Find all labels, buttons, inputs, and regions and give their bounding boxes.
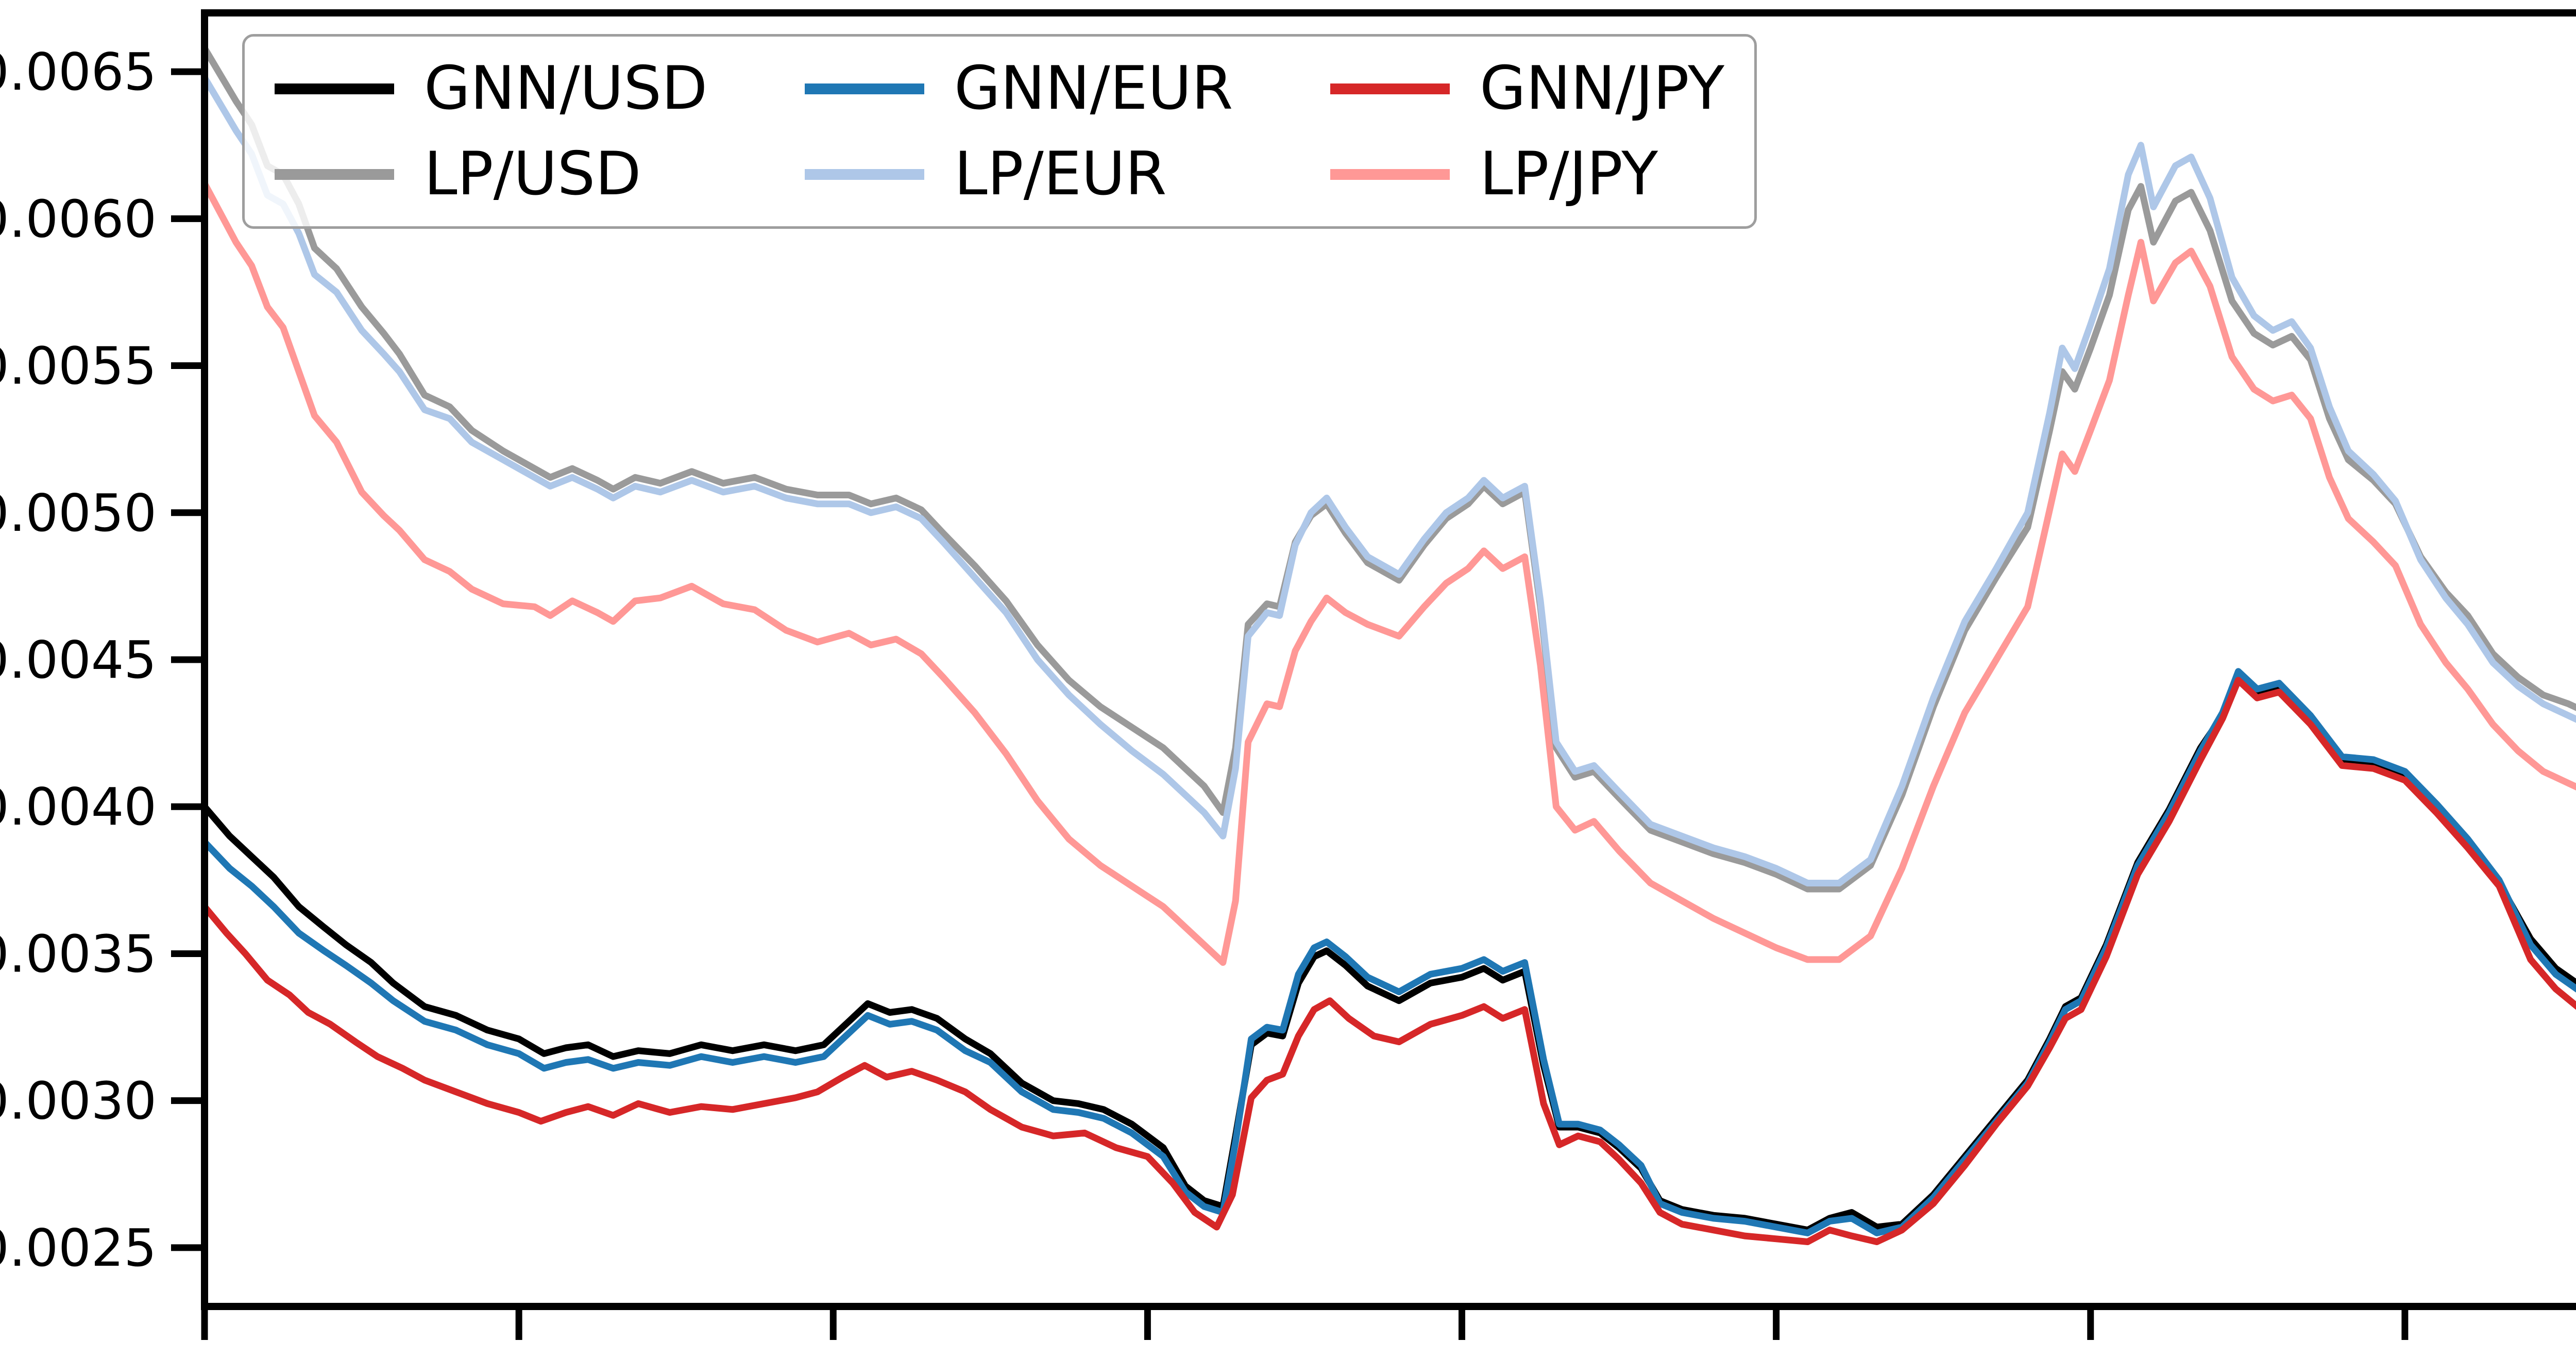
x-tick-label-2023: 2023	[1958, 1351, 2101, 1358]
legend-item-gnn-jpy: GNN/JPY	[1330, 59, 1724, 119]
legend-label: LP/JPY	[1480, 139, 1658, 209]
y-tick-label-0.0035: 0.0035	[0, 924, 157, 984]
y-tick-label-0.0040: 0.0040	[0, 777, 157, 837]
y-tick-label-0.0060: 0.0060	[0, 189, 157, 249]
legend-label: GNN/EUR	[954, 54, 1233, 123]
y-tick-label-0.0030: 0.0030	[0, 1071, 157, 1131]
legend-item-lp-usd: LP/USD	[275, 144, 707, 204]
line-swatch-icon	[1330, 83, 1450, 94]
legend-label: LP/EUR	[954, 139, 1167, 209]
y-tick-label-0.0055: 0.0055	[0, 336, 157, 396]
legend-item-gnn-usd: GNN/USD	[275, 59, 707, 119]
x-tick-label-2022: 2022	[1644, 1351, 1787, 1358]
series-lp-eur	[205, 74, 2576, 886]
line-swatch-icon	[275, 169, 394, 180]
y-tick-label-0.0050: 0.0050	[0, 483, 157, 543]
line-swatch-icon	[805, 169, 925, 180]
line-swatch-icon	[1330, 169, 1450, 180]
x-tick-label-2024: 2024	[2273, 1351, 2416, 1358]
legend-item-gnn-eur: GNN/EUR	[805, 59, 1233, 119]
line-swatch-icon	[275, 83, 394, 94]
series-gnn-jpy	[205, 677, 2576, 1245]
x-tick-label-2017: 2017	[73, 1351, 215, 1358]
series-gnn-eur	[205, 668, 2576, 1236]
series-lp-jpy	[205, 180, 2576, 966]
series-gnn-usd	[205, 671, 2576, 1234]
legend-label: LP/USD	[424, 139, 641, 209]
y-tick-label-0.0065: 0.0065	[0, 42, 157, 102]
legend-label: GNN/JPY	[1480, 54, 1724, 123]
y-tick-label-0.0045: 0.0045	[0, 630, 157, 690]
legend-label: GNN/USD	[424, 54, 708, 123]
axes-frame	[201, 9, 2576, 1310]
x-tick-label-2018: 2018	[387, 1351, 530, 1358]
line-swatch-icon	[805, 83, 925, 94]
x-tick-label-2021: 2021	[1330, 1351, 1472, 1358]
x-tick-label-2020: 2020	[1015, 1351, 1158, 1358]
x-tick-label-2019: 2019	[701, 1351, 844, 1358]
y-tick-label-0.0025: 0.0025	[0, 1218, 157, 1278]
legend-item-lp-jpy: LP/JPY	[1330, 144, 1724, 204]
legend: GNN/USD GNN/EUR GNN/JPY LP/USD LP/EUR LP…	[242, 34, 1757, 229]
series-lp-usd	[205, 45, 2576, 893]
legend-item-lp-eur: LP/EUR	[805, 144, 1233, 204]
